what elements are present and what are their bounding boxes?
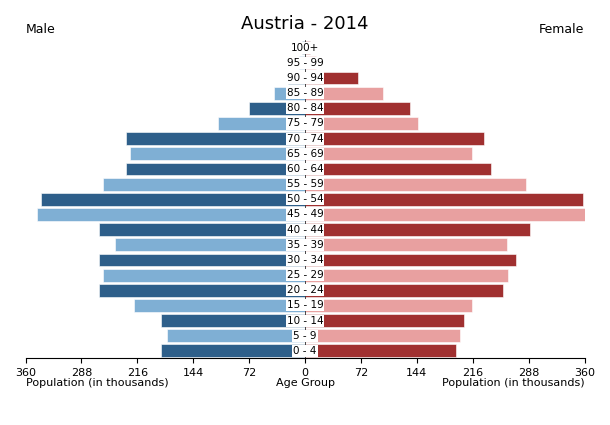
Bar [302, 41, 305, 54]
Bar [305, 102, 410, 115]
Bar [99, 253, 305, 266]
Title: Austria - 2014: Austria - 2014 [241, 15, 369, 33]
Text: 100+: 100+ [291, 42, 319, 53]
Bar [305, 208, 586, 221]
Bar [305, 71, 358, 85]
Bar [274, 87, 305, 99]
Bar [305, 314, 464, 327]
Bar [126, 162, 305, 176]
Text: Age Group: Age Group [276, 378, 334, 388]
Text: 10 - 14: 10 - 14 [287, 316, 323, 326]
Bar [305, 57, 316, 69]
Bar [305, 147, 472, 160]
Text: 55 - 59: 55 - 59 [287, 179, 323, 189]
Bar [299, 57, 305, 69]
Text: 85 - 89: 85 - 89 [287, 88, 323, 98]
Bar [37, 208, 305, 221]
Text: Male: Male [26, 23, 56, 36]
Bar [218, 117, 305, 130]
Bar [131, 147, 305, 160]
Bar [103, 269, 305, 281]
Text: 0 - 4: 0 - 4 [293, 346, 317, 356]
Bar [305, 329, 461, 342]
Text: 65 - 69: 65 - 69 [287, 149, 323, 159]
Bar [115, 238, 305, 251]
Bar [162, 314, 305, 327]
Text: 45 - 49: 45 - 49 [287, 210, 323, 219]
Text: 25 - 29: 25 - 29 [287, 270, 323, 280]
Bar [41, 193, 305, 206]
Bar [305, 117, 418, 130]
Text: 90 - 94: 90 - 94 [287, 73, 323, 83]
Text: Female: Female [539, 23, 584, 36]
Bar [134, 299, 305, 312]
Text: 15 - 19: 15 - 19 [287, 300, 323, 310]
Bar [305, 284, 503, 297]
Text: Population (in thousands): Population (in thousands) [26, 378, 168, 388]
Bar [305, 223, 530, 236]
Text: 80 - 84: 80 - 84 [287, 103, 323, 113]
Bar [305, 193, 583, 206]
Text: 20 - 24: 20 - 24 [287, 285, 323, 295]
Bar [99, 284, 305, 297]
Text: 40 - 44: 40 - 44 [287, 225, 323, 235]
Bar [103, 178, 305, 190]
Bar [305, 87, 382, 99]
Bar [167, 329, 305, 342]
Text: 35 - 39: 35 - 39 [287, 240, 323, 250]
Bar [249, 102, 305, 115]
Bar [126, 132, 305, 145]
Bar [305, 345, 456, 357]
Text: 30 - 34: 30 - 34 [287, 255, 323, 265]
Bar [305, 162, 491, 176]
Bar [288, 71, 305, 85]
Bar [162, 345, 305, 357]
Bar [305, 269, 508, 281]
Bar [305, 238, 507, 251]
Text: 60 - 64: 60 - 64 [287, 164, 323, 174]
Text: 95 - 99: 95 - 99 [287, 58, 323, 68]
Bar [99, 223, 305, 236]
Bar [305, 299, 472, 312]
Bar [305, 41, 310, 54]
Text: 75 - 79: 75 - 79 [287, 119, 323, 128]
Text: 70 - 74: 70 - 74 [287, 133, 323, 144]
Bar [305, 178, 526, 190]
Bar [305, 253, 516, 266]
Text: Population (in thousands): Population (in thousands) [442, 378, 584, 388]
Bar [305, 132, 484, 145]
Text: 5 - 9: 5 - 9 [293, 331, 317, 341]
Text: 50 - 54: 50 - 54 [287, 194, 323, 204]
